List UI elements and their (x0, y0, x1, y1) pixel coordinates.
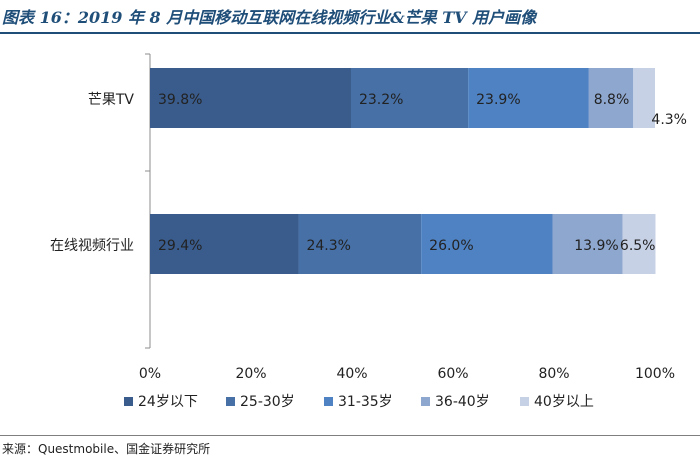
data-label: 13.9% (574, 238, 618, 254)
legend-swatch (520, 397, 529, 406)
data-label: 23.9% (476, 92, 520, 108)
stacked-bar-chart: 芒果TV 在线视频行业 0% 20% 40% 60% 80% 100% 39.8% 23.2% 2… (50, 53, 687, 410)
chart-title: 图表 16：2019 年 8 月中国移动互联网在线视频行业&芒果 TV 用户画像 (2, 8, 537, 27)
x-tick-label: 20% (235, 366, 266, 382)
legend-label: 40岁以上 (534, 394, 594, 410)
legend-swatch (421, 397, 430, 406)
bar-segment (150, 214, 299, 274)
data-label: 4.3% (651, 112, 687, 128)
source-divider (0, 435, 700, 436)
bar-segment (421, 214, 553, 274)
data-label: 39.8% (158, 92, 202, 108)
data-label: 26.0% (429, 238, 473, 254)
category-label: 芒果TV (88, 92, 135, 108)
x-tick-label: 0% (139, 366, 161, 382)
legend-label: 36-40岁 (435, 394, 490, 410)
legend-label: 24岁以下 (138, 394, 198, 410)
legend-swatch (324, 397, 333, 406)
x-tick-label: 100% (635, 366, 675, 382)
x-tick-label: 60% (437, 366, 468, 382)
bar-segment (588, 68, 634, 128)
legend-label: 31-35岁 (338, 394, 393, 410)
bar-segment (350, 68, 469, 128)
legend-swatch (226, 397, 235, 406)
data-label: 23.2% (359, 92, 403, 108)
bar-segment (633, 68, 655, 128)
source-note: 来源：Questmobile、国金证券研究所 (2, 442, 211, 456)
data-label: 8.8% (594, 92, 630, 108)
bar-segment (622, 214, 656, 274)
data-label: 29.4% (158, 238, 202, 254)
bar-segment (468, 68, 589, 128)
bar-segment (298, 214, 422, 274)
legend-label: 25-30岁 (240, 394, 295, 410)
bar-segment (552, 214, 623, 274)
title-divider (0, 32, 700, 34)
data-label: 6.5% (620, 238, 656, 254)
x-tick-label: 80% (538, 366, 569, 382)
data-label: 24.3% (306, 238, 350, 254)
x-tick-label: 40% (336, 366, 367, 382)
bar-segment (150, 68, 351, 128)
legend-swatch (124, 397, 133, 406)
category-label: 在线视频行业 (50, 238, 134, 254)
